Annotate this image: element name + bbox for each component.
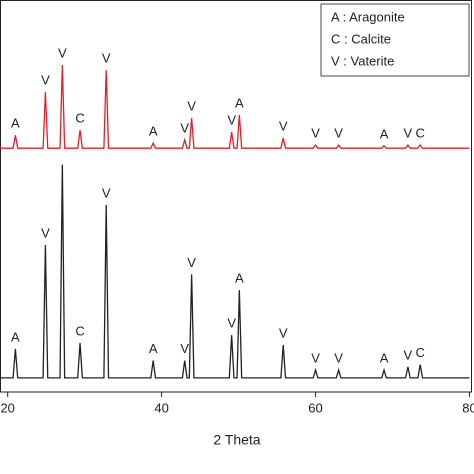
peak-label: V — [227, 316, 236, 331]
peak-label: A — [11, 116, 20, 131]
peak-label: V — [41, 225, 50, 240]
x-tick-label: 20 — [0, 400, 14, 415]
legend-entry: A : Aragonite — [331, 9, 405, 24]
peak-label: V — [187, 98, 196, 113]
x-tick-label: 60 — [308, 400, 322, 415]
legend-entry: V : Vaterite — [331, 53, 394, 68]
peak-label: V — [58, 46, 67, 61]
peak-label: V — [279, 325, 288, 340]
series-line — [0, 65, 470, 149]
peak-label: C — [416, 125, 425, 140]
peak-label: V — [180, 341, 189, 356]
peak-label: C — [75, 323, 84, 338]
peak-label: V — [404, 347, 413, 362]
peak-label: A — [149, 341, 158, 356]
peak-label: V — [180, 120, 189, 135]
peak-label: V — [227, 113, 236, 128]
peak-label: A — [235, 95, 244, 110]
x-tick-label: 40 — [154, 400, 168, 415]
peak-label: V — [102, 185, 111, 200]
series-line — [0, 164, 470, 379]
peak-label: V — [187, 255, 196, 270]
peak-label: V — [279, 118, 288, 133]
peak-label: V — [41, 73, 50, 88]
legend-box — [320, 3, 470, 77]
peak-label: C — [416, 345, 425, 360]
plot-frame — [0, 0, 472, 393]
peak-label: C — [75, 111, 84, 126]
peak-label: A — [380, 350, 389, 365]
peak-label: V — [334, 125, 343, 140]
peak-label: V — [311, 350, 320, 365]
peak-label: V — [102, 51, 111, 66]
x-axis-label: 2 Theta — [213, 432, 260, 448]
peak-label: V — [404, 125, 413, 140]
peak-label: A — [235, 271, 244, 286]
peak-label: V — [334, 350, 343, 365]
peak-label: A — [380, 126, 389, 141]
peak-label: V — [311, 125, 320, 140]
peak-label: A — [149, 124, 158, 139]
peak-label: A — [11, 329, 20, 344]
legend-entry: C : Calcite — [331, 31, 391, 46]
x-tick-label: 80 — [462, 400, 474, 415]
